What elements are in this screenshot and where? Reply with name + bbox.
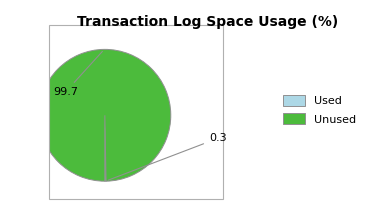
- Text: 0.3: 0.3: [108, 133, 226, 180]
- Text: 99.7: 99.7: [53, 51, 102, 97]
- Wedge shape: [39, 49, 171, 181]
- Legend: Used, Unused: Used, Unused: [277, 89, 362, 130]
- Wedge shape: [105, 115, 106, 181]
- Ellipse shape: [39, 113, 171, 127]
- Text: Transaction Log Space Usage (%): Transaction Log Space Usage (%): [77, 15, 339, 29]
